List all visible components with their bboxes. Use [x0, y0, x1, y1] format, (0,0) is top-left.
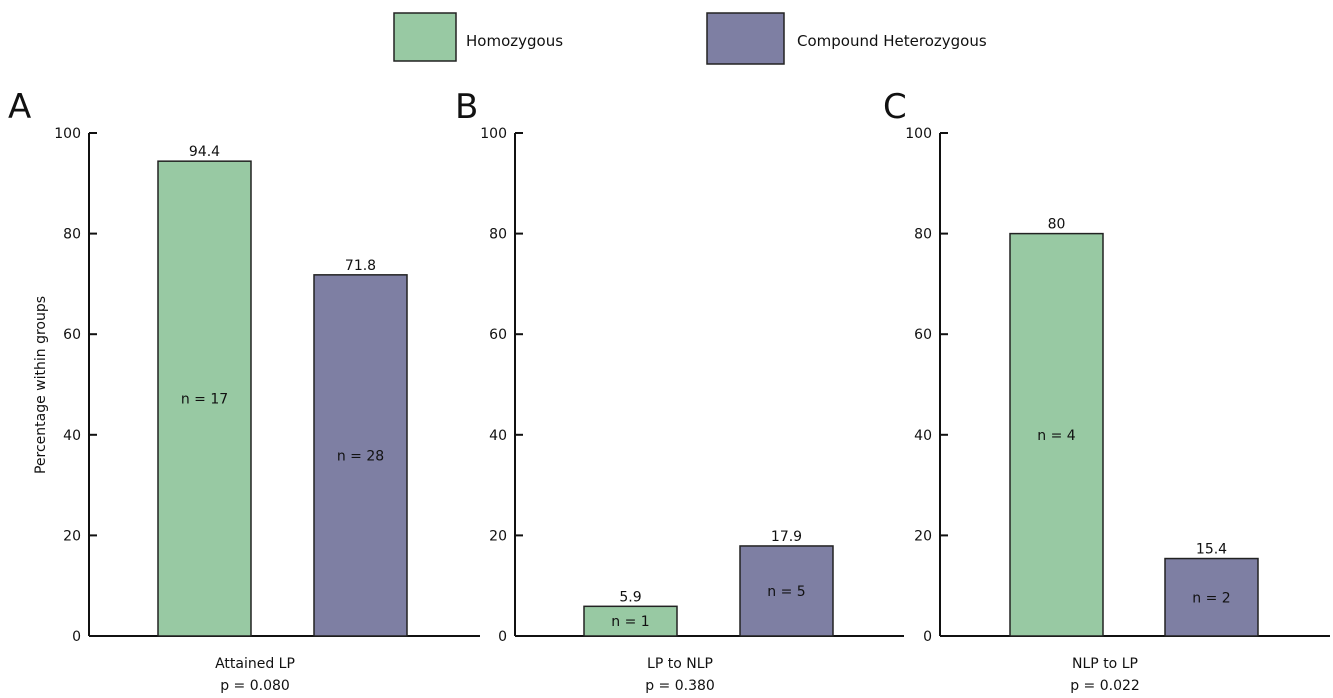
- bar-n-label: n = 4: [1037, 428, 1076, 444]
- y-tick-label: 0: [923, 629, 932, 645]
- y-tick-label: 20: [489, 528, 507, 544]
- p-value-label: p = 0.022: [1070, 678, 1140, 694]
- panel-label: C: [883, 87, 907, 127]
- x-axis-category-label: NLP to LP: [1072, 656, 1138, 672]
- y-axis-title: Percentage within groups: [33, 296, 49, 474]
- legend-label-homozygous: Homozygous: [466, 32, 563, 50]
- bar-n-label: n = 2: [1192, 590, 1230, 606]
- y-tick-label: 100: [905, 126, 932, 142]
- y-tick-label: 0: [72, 629, 81, 645]
- bar-homozygous: [157, 160, 252, 637]
- y-tick-label: 80: [63, 227, 81, 243]
- bar-n-label: n = 1: [611, 614, 649, 630]
- bar-homozygous: [583, 605, 678, 637]
- bar-compound-heterozygous: [1164, 557, 1259, 637]
- panel-c: C 0 20 40 60 80 100 80 n = 4 15.4 n = 2 NLP to LP p …: [883, 87, 1330, 694]
- bar-value-label: 5.9: [619, 589, 641, 605]
- y-tick-label: 80: [489, 227, 507, 243]
- bar-value-label: 71.8: [345, 258, 376, 274]
- bar-homozygous: [1009, 232, 1104, 637]
- bar-value-label: 17.9: [771, 529, 802, 545]
- x-axis-category-label: Attained LP: [215, 656, 295, 672]
- p-value-label: p = 0.080: [220, 678, 290, 694]
- y-tick-label: 20: [914, 528, 932, 544]
- legend-swatch-compound-heterozygous: [706, 12, 785, 65]
- y-tick-label: 80: [914, 227, 932, 243]
- bar-value-label: 80: [1048, 217, 1066, 233]
- y-tick-label: 100: [54, 126, 81, 142]
- y-tick-label: 60: [489, 327, 507, 343]
- bar-n-label: n = 5: [767, 584, 805, 600]
- y-tick-label: 40: [914, 428, 932, 444]
- bar-value-label: 15.4: [1196, 542, 1227, 558]
- legend-label-compound-heterozygous: Compound Heterozygous: [797, 32, 987, 50]
- bar-value-label: 94.4: [189, 144, 220, 160]
- y-tick-label: 100: [480, 126, 507, 142]
- y-tick-label: 0: [498, 629, 507, 645]
- panel-label: A: [8, 87, 31, 127]
- bar-n-label: n = 28: [337, 448, 384, 464]
- panel-label: B: [455, 87, 478, 127]
- y-tick-label: 40: [489, 428, 507, 444]
- p-value-label: p = 0.380: [645, 678, 715, 694]
- panel-b: B 0 20 40 60 80 100 5.9 n = 1 17.9 n = 5 LP to NLP p…: [455, 87, 904, 694]
- y-tick-label: 60: [63, 327, 81, 343]
- bar-n-label: n = 17: [181, 392, 228, 408]
- panel-a: A 0 20 40 60 80 100 94.4 n = 17 71.8 n = 28 Attaine…: [8, 87, 480, 694]
- y-tick-label: 20: [63, 528, 81, 544]
- legend: Homozygous Compound Heterozygous: [393, 12, 987, 65]
- bar-compound-heterozygous: [313, 274, 408, 637]
- x-axis-category-label: LP to NLP: [647, 656, 713, 672]
- y-tick-label: 60: [914, 327, 932, 343]
- legend-swatch-homozygous: [393, 12, 457, 62]
- y-tick-label: 40: [63, 428, 81, 444]
- bar-compound-heterozygous: [739, 545, 834, 637]
